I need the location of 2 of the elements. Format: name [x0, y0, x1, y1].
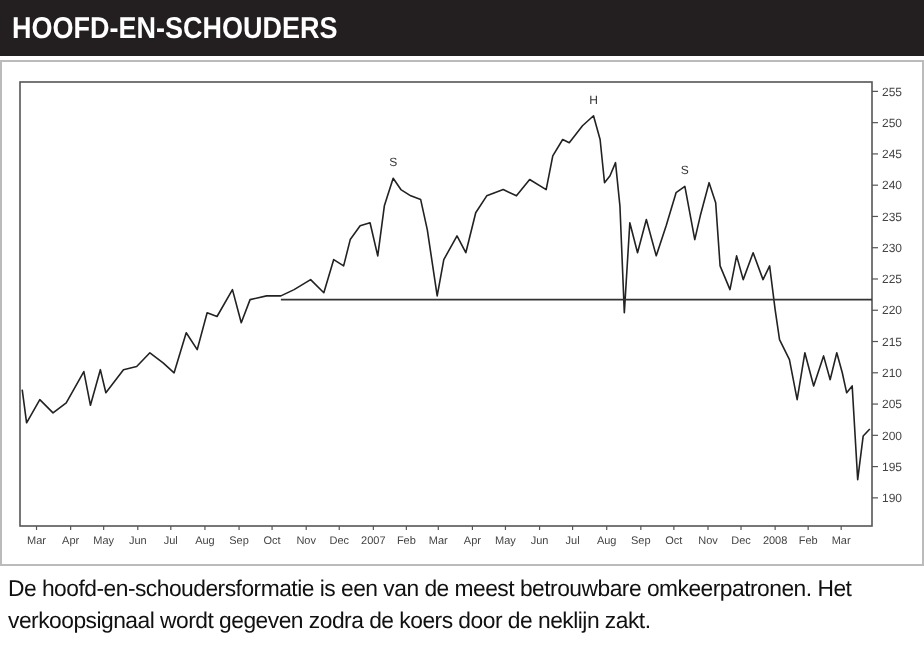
chart-title: HOOFD-EN-SCHOUDERS	[12, 10, 338, 50]
text: De hoofd-en-schoudersformatie is een van de meest betrouwbare omkeerpatronen. Het verkoopsignaal wordt gegeven zodra de koers door de neklijn zakt.	[6, 576, 854, 638]
